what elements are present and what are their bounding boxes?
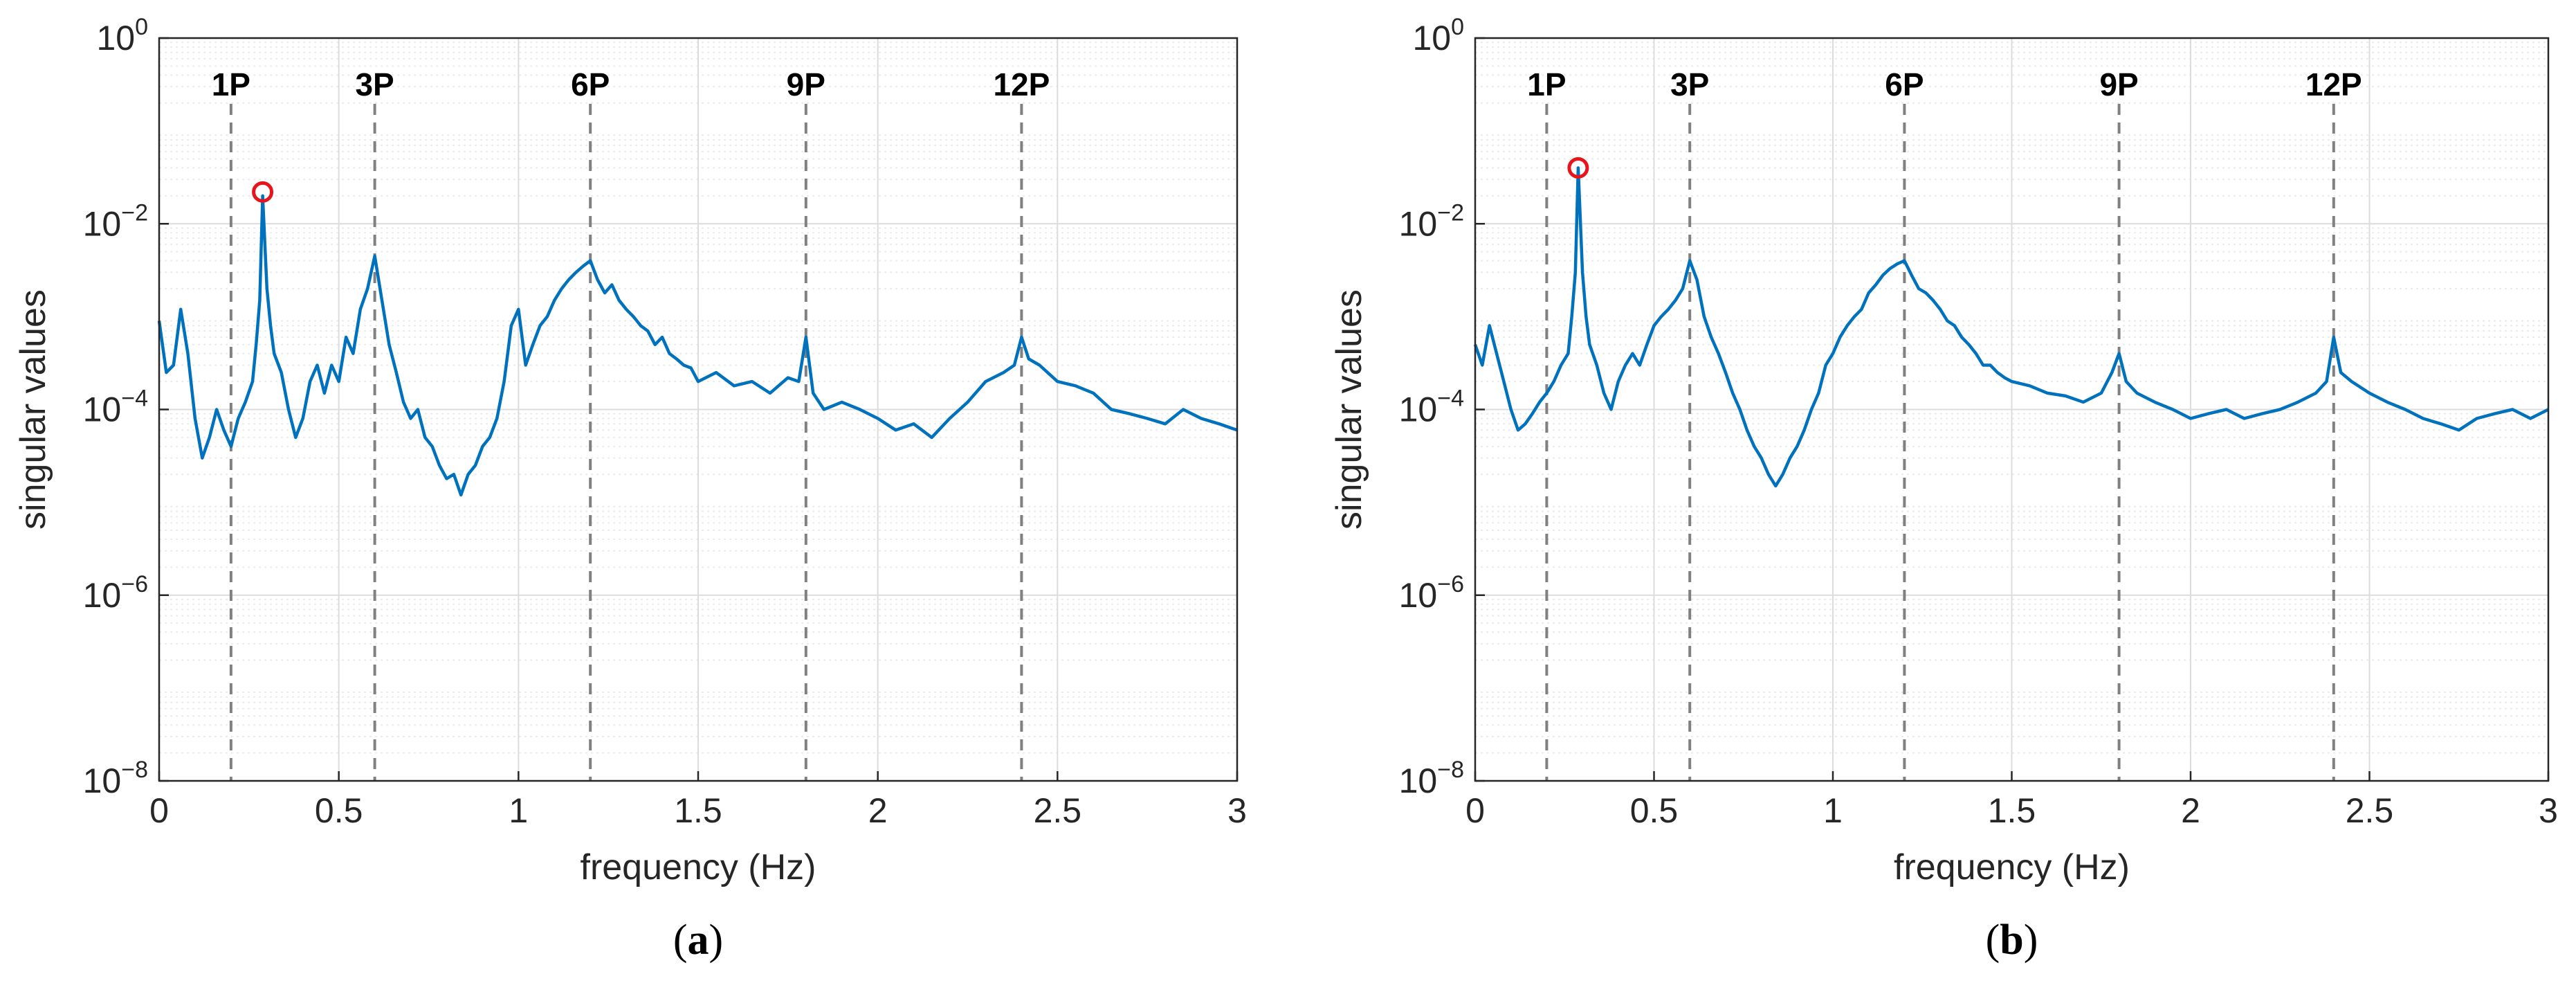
caption-letter: a xyxy=(688,917,709,964)
x-tick-label: 1 xyxy=(509,791,528,830)
harmonic-label-3p: 3P xyxy=(1670,66,1709,102)
y-tick-exponent: −6 xyxy=(121,571,148,597)
y-tick-exponent: −8 xyxy=(121,757,148,783)
harmonic-label-1p: 1P xyxy=(212,66,250,102)
y-tick-exponent: 0 xyxy=(1451,14,1464,40)
y-tick-label: 10−6 xyxy=(83,571,148,615)
x-axis-ticks: 0 0.5 1 1.5 2 2.5 3 xyxy=(1465,771,2558,830)
caption-letter: b xyxy=(2000,917,2023,964)
x-tick-label: 0.5 xyxy=(315,791,363,830)
y-tick-base: 10 xyxy=(1399,390,1438,429)
harmonic-label-1p: 1P xyxy=(1527,66,1566,102)
panel-caption: (b) xyxy=(1986,917,2038,964)
series-line xyxy=(157,194,1238,497)
y-tick-label: 10−4 xyxy=(1399,386,1464,429)
y-tick-label: 10−2 xyxy=(83,199,148,243)
x-tick-label: 2.5 xyxy=(2346,791,2394,830)
y-tick-exponent: −2 xyxy=(121,199,148,226)
x-tick-label: 1.5 xyxy=(674,791,722,830)
x-tick-label: 2 xyxy=(868,791,888,830)
harmonic-label-3p: 3P xyxy=(355,66,394,102)
x-tick-label: 0 xyxy=(149,791,169,830)
y-tick-label: 10−8 xyxy=(83,757,148,800)
caption-paren: ) xyxy=(709,917,724,964)
harmonic-label-12p: 12P xyxy=(993,66,1050,102)
y-tick-exponent: −6 xyxy=(1437,571,1464,597)
y-tick-base: 10 xyxy=(1399,761,1438,800)
y-tick-exponent: −8 xyxy=(1437,757,1464,783)
y-tick-base: 10 xyxy=(1412,19,1451,57)
x-axis-ticks: 0 0.5 1 1.5 2 2.5 3 xyxy=(149,771,1247,830)
peak-marker xyxy=(1567,156,1589,179)
x-tick-label: 3 xyxy=(2539,791,2558,830)
x-tick-label: 2 xyxy=(2181,791,2200,830)
y-tick-base: 10 xyxy=(1399,576,1438,615)
x-tick-label: 0 xyxy=(1465,791,1485,830)
y-tick-label: 10−8 xyxy=(1399,757,1464,800)
harmonic-markers: 1P 3P 6P 9P 12P xyxy=(1527,66,2362,781)
harmonic-label-9p: 9P xyxy=(787,66,825,102)
harmonic-label-9p: 9P xyxy=(2099,66,2138,102)
x-tick-label: 1 xyxy=(1823,791,1843,830)
y-tick-exponent: −2 xyxy=(1437,199,1464,226)
x-tick-label: 1.5 xyxy=(1988,791,2036,830)
y-tick-label: 10−4 xyxy=(83,386,148,429)
x-tick-label: 3 xyxy=(1227,791,1247,830)
x-tick-label: 2.5 xyxy=(1034,791,1082,830)
y-tick-base: 10 xyxy=(1399,204,1438,243)
y-tick-exponent: −4 xyxy=(121,386,148,412)
y-axis-label: singular values xyxy=(1329,289,1369,530)
y-tick-exponent: 0 xyxy=(135,14,148,40)
y-tick-label: 10−2 xyxy=(1399,199,1464,243)
y-tick-label: 10−6 xyxy=(1399,571,1464,615)
harmonic-label-6p: 6P xyxy=(571,66,610,102)
caption-paren: ) xyxy=(2024,917,2038,964)
series-line xyxy=(1473,166,2550,488)
y-tick-base: 10 xyxy=(83,390,122,429)
x-tick-label: 0.5 xyxy=(1630,791,1679,830)
y-tick-base: 10 xyxy=(96,19,135,57)
y-tick-base: 10 xyxy=(83,761,122,800)
harmonic-label-6p: 6P xyxy=(1885,66,1924,102)
y-axis-label: singular values xyxy=(13,289,53,530)
caption-paren: ( xyxy=(673,917,688,964)
y-tick-exponent: −4 xyxy=(1437,386,1464,412)
peak-marker xyxy=(252,181,274,203)
x-axis-label: frequency (Hz) xyxy=(581,847,816,887)
harmonic-label-12p: 12P xyxy=(2305,66,2362,102)
y-tick-label: 100 xyxy=(1412,14,1464,57)
y-tick-base: 10 xyxy=(83,204,122,243)
y-tick-label: 100 xyxy=(96,14,148,57)
panel-caption: (a) xyxy=(673,917,723,964)
x-axis-label: frequency (Hz) xyxy=(1894,847,2130,887)
caption-paren: ( xyxy=(1986,917,2000,964)
y-tick-base: 10 xyxy=(83,576,122,615)
